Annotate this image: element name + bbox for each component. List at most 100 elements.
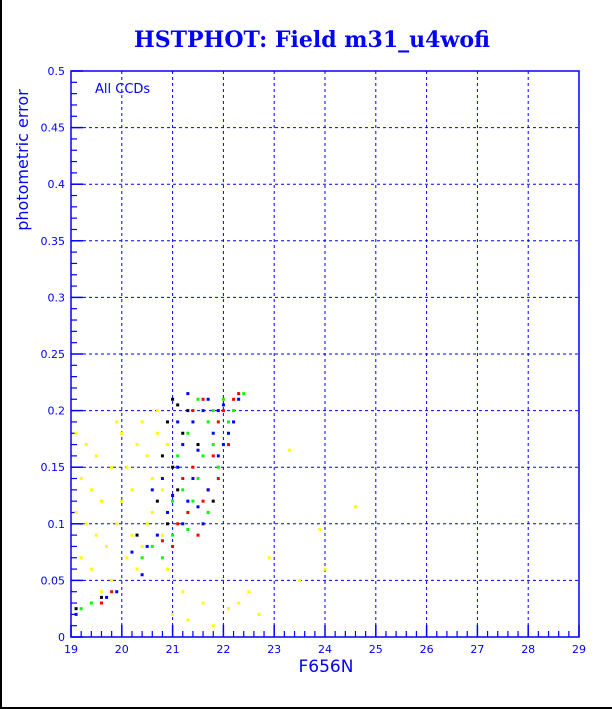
data-point-red [181,477,185,481]
data-point-red [196,533,200,537]
data-point-blue [140,573,144,577]
data-point-blue [181,443,185,447]
data-point-yellow [115,522,119,526]
data-point-yellow [211,624,215,628]
data-point-yellow [155,409,159,413]
data-point-green [186,527,190,531]
data-point-yellow [318,527,322,531]
data-point-yellow [181,590,185,594]
data-point-yellow [257,612,261,616]
data-point-yellow [84,443,88,447]
data-point-black [160,454,164,458]
data-point-blue [216,409,220,413]
y-tick-label: 0.25 [41,348,66,361]
x-tick-label: 28 [521,643,535,656]
data-point-red [201,397,205,401]
data-point-blue [145,544,149,548]
data-point-yellow [89,488,93,492]
data-point-yellow [74,510,78,514]
data-point-yellow [105,544,109,548]
data-point-yellow [237,601,241,605]
x-tick-label: 22 [216,643,230,656]
data-point-yellow [79,477,83,481]
data-point-black [166,420,170,424]
data-point-blue [186,392,190,396]
y-tick-label: 0.45 [41,122,66,135]
y-tick-label: 0.1 [48,518,66,531]
x-tick-label: 23 [267,643,281,656]
data-point-green [206,510,210,514]
data-point-black [211,499,215,503]
x-tick-label: 21 [166,643,180,656]
data-point-black [99,595,103,599]
data-point-blue [186,499,190,503]
data-point-blue [166,510,170,514]
data-point-blue [191,420,195,424]
data-point-blue [216,454,220,458]
data-point-yellow [84,522,88,526]
data-point-yellow [247,590,251,594]
data-point-yellow [186,618,190,622]
data-point-black [181,431,185,435]
data-point-black [196,443,200,447]
data-point-blue [130,550,134,554]
data-point-green [211,443,215,447]
data-point-green [211,409,215,413]
data-point-black [176,403,180,407]
data-point-blue [237,397,241,401]
data-point-green [171,533,175,537]
data-point-green [226,420,230,424]
data-point-yellow [155,431,159,435]
data-point-yellow [89,567,93,571]
data-point-green [232,409,236,413]
data-point-yellow [79,556,83,560]
data-point-blue [176,465,180,469]
data-point-black [155,499,159,503]
data-point-red [110,590,114,594]
data-point-red [216,420,220,424]
data-point-green [206,420,210,424]
x-tick-label: 20 [115,643,129,656]
y-tick-label: 0.15 [41,461,66,474]
data-point-red [201,499,205,503]
data-point-yellow [130,533,134,537]
data-point-red [160,539,164,543]
data-point-red [191,409,195,413]
data-point-red [171,544,175,548]
data-point-yellow [135,567,139,571]
data-point-yellow [150,477,154,481]
data-point-red [176,522,180,526]
data-point-green [150,544,154,548]
data-point-red [99,601,103,605]
data-point-green [176,454,180,458]
data-point-red [186,510,190,514]
data-point-blue [221,403,225,407]
data-point-yellow [130,488,134,492]
data-point-yellow [110,465,114,469]
data-point-blue [150,488,154,492]
plot-frame [70,70,580,638]
chart-annotation: All CCDs [95,82,150,97]
data-point-yellow [74,431,78,435]
data-point-green [191,499,195,503]
data-point-black [186,409,190,413]
data-point-red [211,454,215,458]
data-point-yellow [135,443,139,447]
data-point-yellow [323,567,327,571]
data-point-yellow [166,567,170,571]
data-point-yellow [140,420,144,424]
x-axis-label: F656N [299,657,354,677]
data-point-blue [74,612,78,616]
data-point-yellow [166,443,170,447]
data-point-yellow [110,578,114,582]
data-point-red [216,477,220,481]
data-point-yellow [160,533,164,537]
y-axis-label: photometric error [13,89,32,231]
data-point-yellow [171,612,175,616]
data-point-yellow [226,607,230,611]
data-point-green [186,431,190,435]
chart-title: HSTPHOT: Field m31_u4wofi [134,27,490,53]
data-point-black [176,488,180,492]
data-point-yellow [125,465,129,469]
x-tick-label: 26 [420,643,434,656]
